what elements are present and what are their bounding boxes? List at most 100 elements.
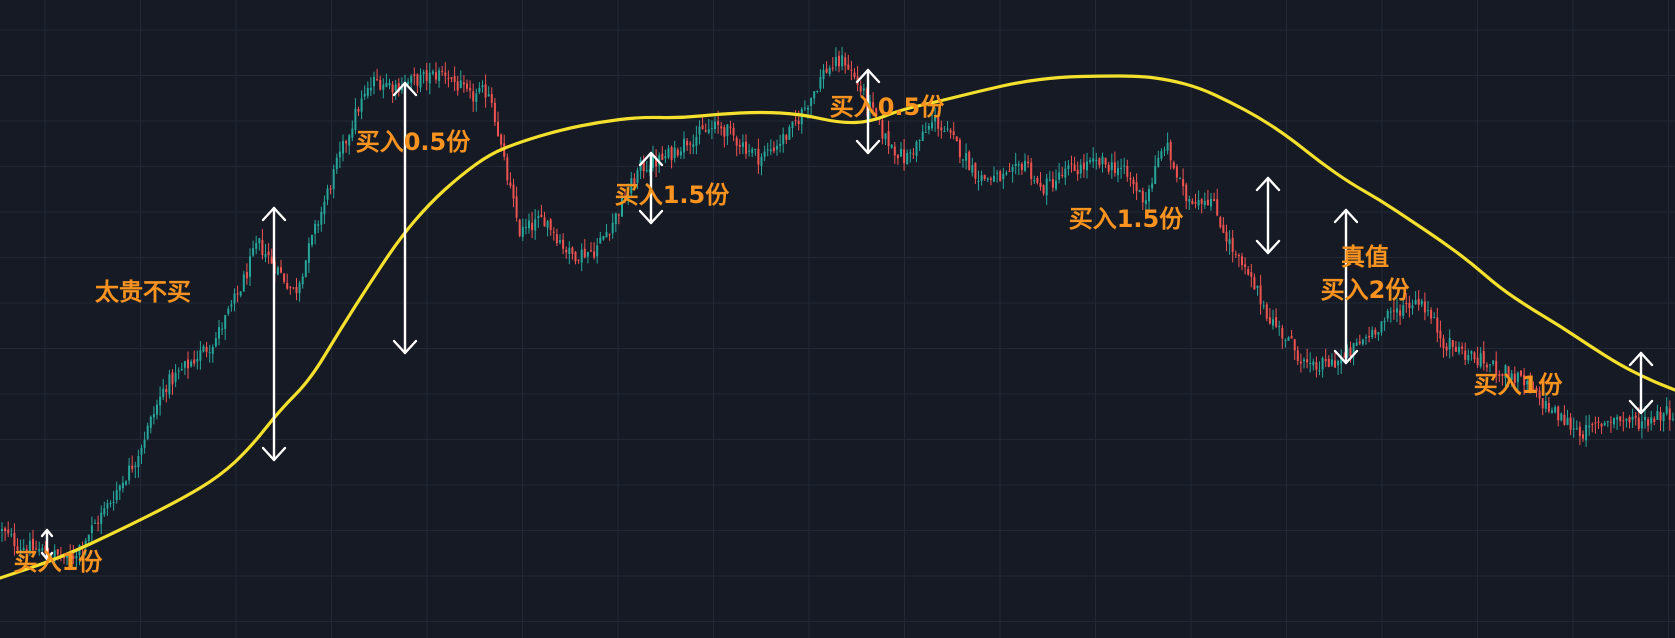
candle-body: [180, 369, 183, 371]
candle-body: [1411, 305, 1414, 309]
candle-body: [515, 196, 518, 218]
candle-body: [233, 293, 236, 304]
annotation-label: 买入1份: [1474, 371, 1564, 399]
candle-body: [1011, 167, 1014, 172]
candle-body: [949, 130, 952, 133]
candle-body: [757, 148, 760, 165]
candle-body: [1557, 406, 1560, 421]
candle-body: [342, 141, 344, 154]
candle-body: [258, 238, 261, 244]
candle-body: [1076, 170, 1079, 175]
candle-body: [838, 55, 840, 67]
candle-body: [1554, 407, 1557, 413]
candle-body: [617, 214, 620, 216]
candle-body: [264, 254, 267, 258]
candle-body: [1089, 160, 1092, 162]
candle-body: [1151, 183, 1154, 189]
candle-body: [900, 148, 902, 157]
candle-body: [90, 525, 93, 533]
candle-body: [487, 94, 490, 97]
candle-body: [1665, 406, 1668, 414]
candle-body: [385, 82, 388, 88]
candle-body: [410, 76, 413, 83]
candle-body: [1616, 417, 1619, 420]
candle-body: [859, 85, 862, 92]
candle-body: [1113, 162, 1116, 173]
candle-body: [1157, 157, 1160, 167]
candle-body: [1179, 178, 1181, 180]
candle-body: [1600, 423, 1603, 427]
candle-body: [413, 74, 416, 76]
candle-body: [1144, 200, 1147, 205]
candle-body: [1541, 398, 1544, 409]
candle-body: [760, 156, 763, 166]
candle-body: [636, 170, 639, 183]
candle-body: [890, 144, 893, 148]
candle-body: [351, 128, 354, 138]
annotation-label: 买入1.5份: [615, 181, 731, 209]
candle-body: [1337, 361, 1340, 366]
candle-body: [779, 144, 782, 146]
candle-body: [673, 147, 676, 159]
candle-body: [450, 77, 453, 79]
candle-body: [1448, 337, 1451, 350]
candle-body: [1293, 339, 1296, 351]
arrow-head-down: [392, 339, 418, 355]
candle-body: [810, 97, 813, 106]
candle-body: [1160, 151, 1163, 159]
arrow-head-down: [40, 551, 54, 561]
candle-body: [1414, 300, 1417, 305]
candle-body: [1027, 161, 1030, 164]
candle-body: [850, 69, 853, 71]
candle-body: [543, 217, 546, 227]
candle-body: [1117, 168, 1119, 176]
annotation-label: 真值: [1341, 243, 1389, 271]
annotation-label: 买入2份: [1321, 276, 1411, 304]
candle-body: [524, 226, 527, 228]
candle-body: [493, 102, 496, 123]
candle-body: [1454, 346, 1457, 352]
arrow-head-up: [855, 68, 881, 84]
candle-body: [1399, 310, 1402, 316]
candle-body: [1191, 201, 1194, 204]
candle-body: [1427, 310, 1429, 312]
candle-body: [667, 148, 670, 158]
candle-body: [1597, 421, 1600, 423]
candle-body: [472, 91, 475, 102]
candle-body: [1002, 173, 1005, 180]
candle-body: [416, 74, 419, 86]
arrow-head-down: [855, 139, 881, 155]
candle-body: [729, 126, 732, 128]
candle-body: [236, 293, 239, 295]
candle-body: [1451, 340, 1454, 347]
candle-body: [1138, 189, 1141, 192]
candle-body: [335, 157, 338, 170]
candle-body: [317, 224, 320, 226]
candle-body: [1504, 365, 1507, 379]
candle-body: [769, 149, 772, 152]
annotation-8: 买入1份: [1474, 351, 1654, 415]
candle-body: [462, 82, 465, 85]
candle-body: [1507, 366, 1510, 380]
candle-body: [918, 140, 921, 141]
candle-body: [726, 124, 729, 137]
candle-body: [1634, 415, 1637, 418]
candle-body: [893, 146, 896, 156]
candle-body: [298, 283, 301, 294]
candle-body: [193, 359, 196, 364]
candle-body: [797, 120, 800, 124]
candle-body: [1107, 165, 1110, 172]
candle-body: [134, 465, 137, 468]
candle-body: [993, 175, 995, 182]
candle-body: [590, 250, 592, 252]
candle-body: [692, 144, 695, 147]
candle-body: [1640, 421, 1643, 429]
candle-body: [1154, 166, 1157, 184]
candle-body: [1312, 361, 1315, 366]
candle-body: [1268, 317, 1271, 324]
candle-body: [1135, 182, 1138, 192]
candle-body: [1659, 411, 1662, 421]
candle-body: [435, 72, 437, 80]
